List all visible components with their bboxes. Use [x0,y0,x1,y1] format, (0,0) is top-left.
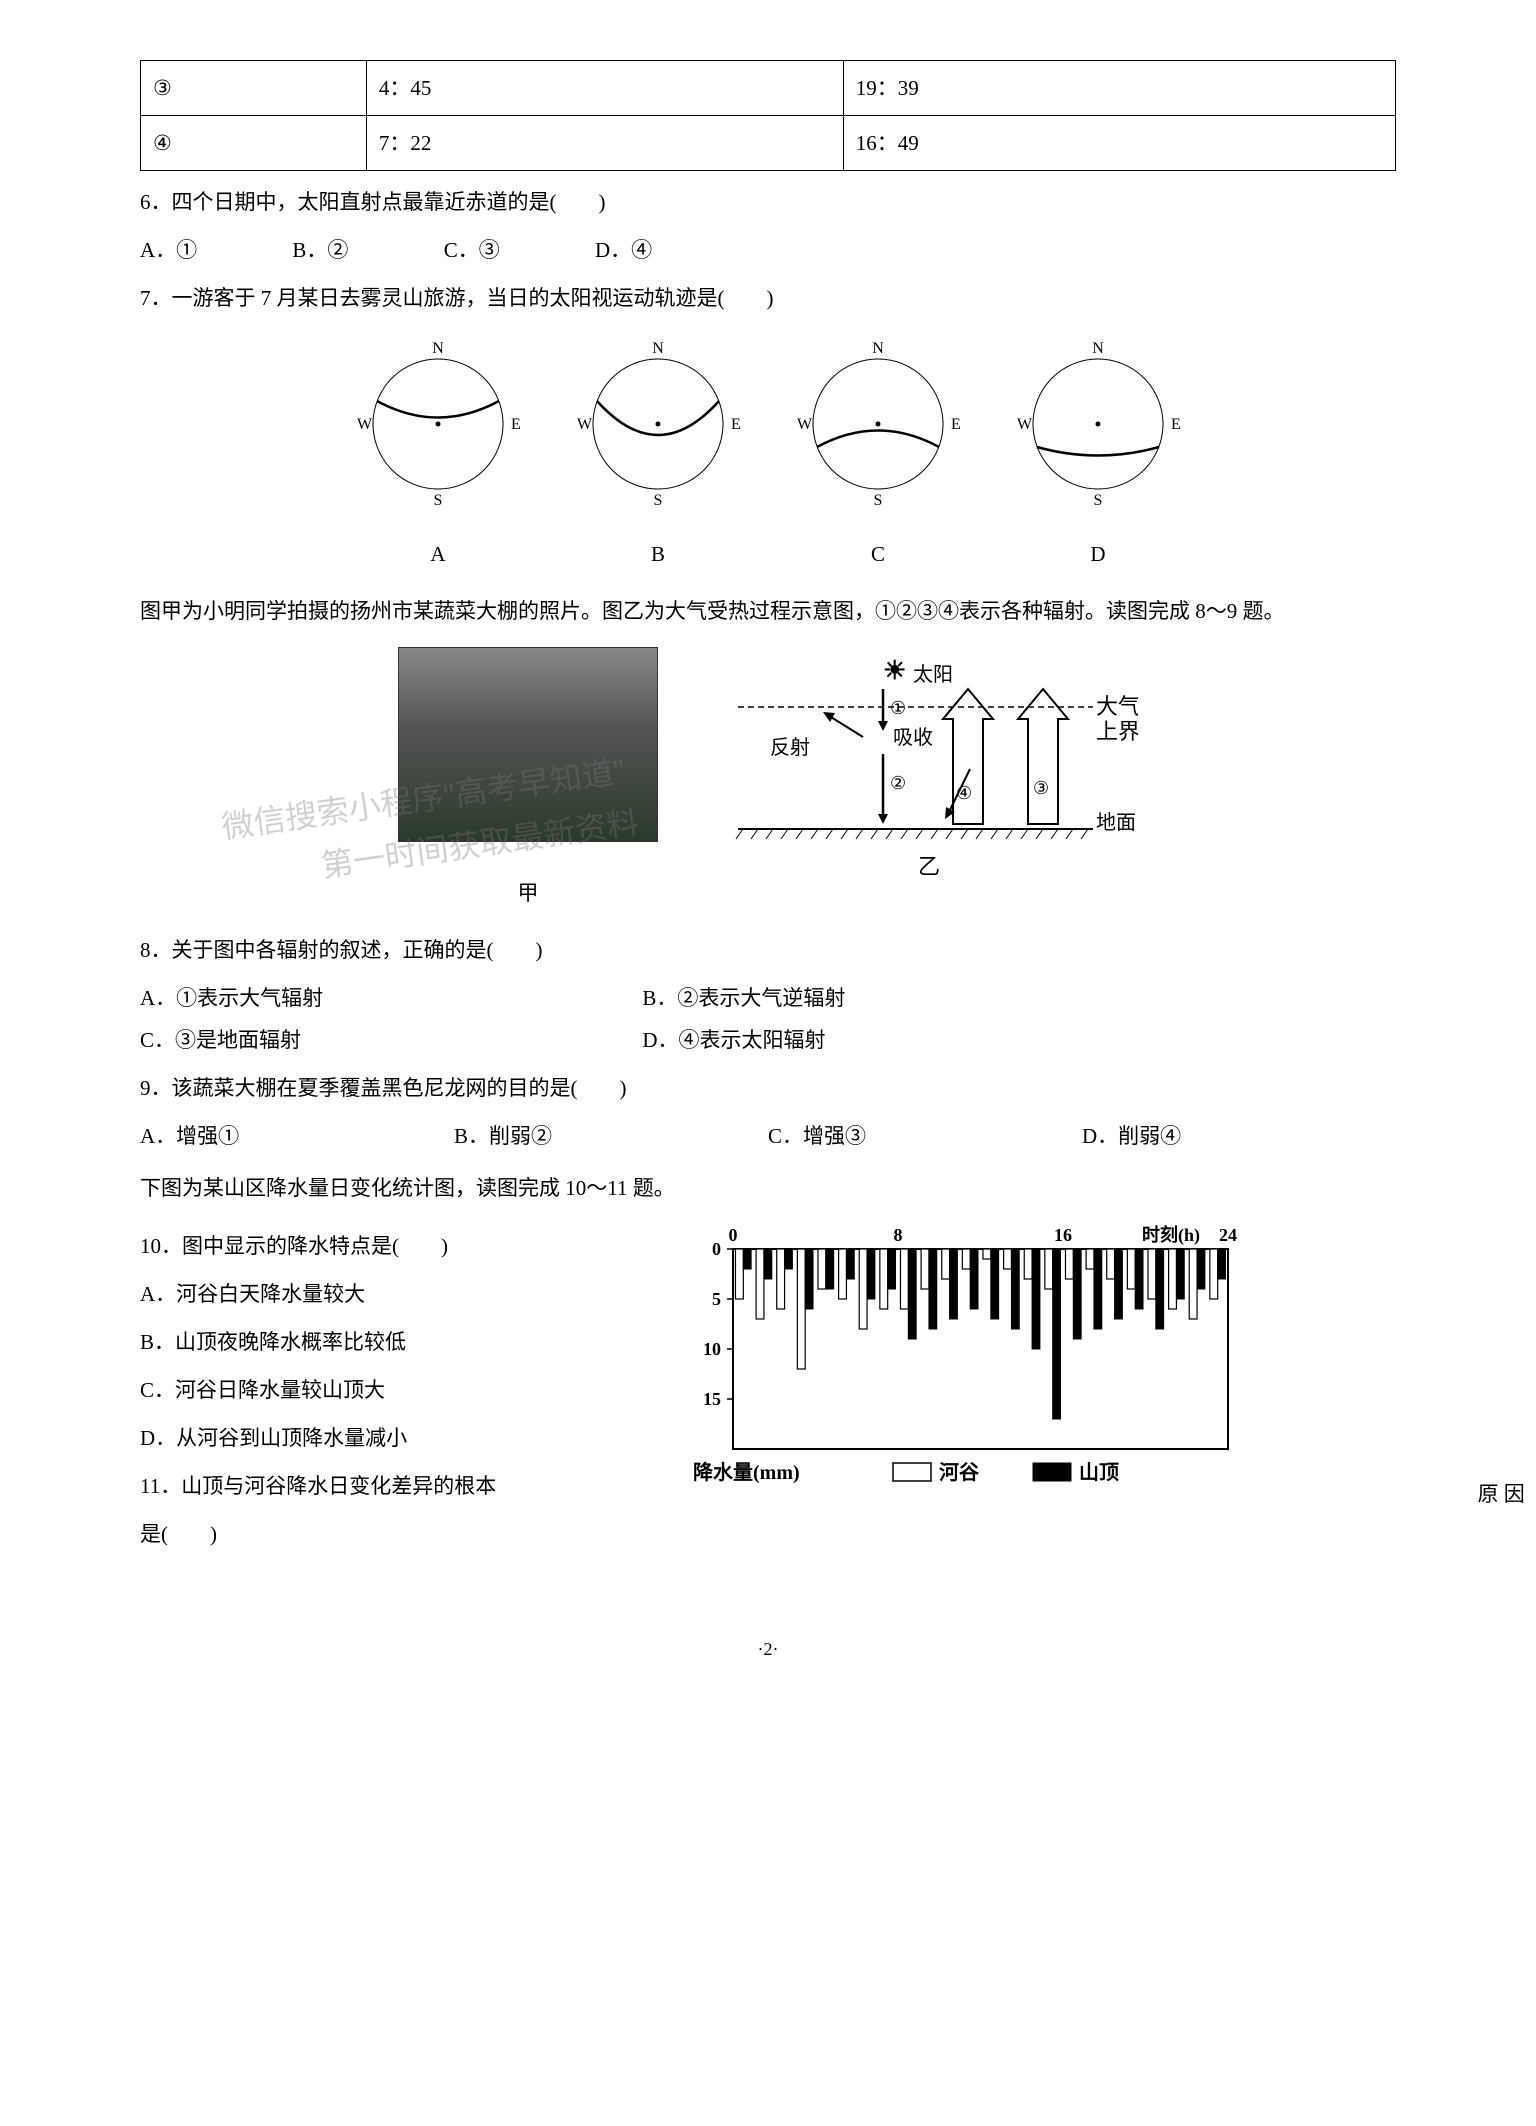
question-11: 11．山顶与河谷降水日变化差异的根本 [140,1465,496,1507]
svg-text:③: ③ [1033,778,1049,798]
svg-text:吸收: 吸收 [893,726,933,749]
svg-text:②: ② [890,773,906,793]
svg-text:S: S [874,492,883,509]
sun-path-icon: N S E W [573,339,743,519]
precip-chart: 0 5 10 15 0 8 16 24 时刻(h) 降水量(mm) 河谷 山顶 [678,1219,1238,1523]
option-a: A．① [140,229,197,271]
question-7: 7．一游客于 7 月某日去雾灵山旅游，当日的太阳视运动轨迹是( ) [140,277,1396,319]
svg-text:5: 5 [712,1289,721,1309]
question-6: 6．四个日期中，太阳直射点最靠近赤道的是( ) [140,181,1396,223]
heat-process-diagram: ☀ 太阳 反射 吸收 大气 上界 地面 ① [718,659,1138,903]
svg-text:S: S [654,492,663,509]
cell: ③ [141,61,367,116]
svg-text:10: 10 [703,1339,721,1359]
table-row: ③ 4：45 19：39 [141,61,1396,116]
figure-row: 甲 ☀ 太阳 反射 吸收 大气 上界 地面 ① [140,647,1396,914]
greenhouse-photo: 甲 [398,647,658,914]
svg-text:大气: 大气 [1096,694,1138,719]
svg-text:地面: 地面 [1096,811,1136,834]
svg-text:E: E [951,416,961,433]
option-a: A．①表示大气辐射 [140,977,642,1019]
table-row: ④ 7：22 16：49 [141,116,1396,171]
diagram-label: C [793,533,963,575]
svg-text:河谷: 河谷 [939,1461,980,1484]
page-number: ·2· [140,1631,1396,1667]
option-b: B．山顶夜晚降水概率比较低 [140,1321,668,1363]
diagram-label: A [353,533,523,575]
q9-options: A．增强① B．削弱② C．增强③ D．削弱④ [140,1115,1396,1157]
option-a: A．河谷白天降水量较大 [140,1273,668,1315]
diagram-a: N S E W A [353,339,523,575]
svg-text:山顶: 山顶 [1079,1461,1119,1484]
svg-text:乙: 乙 [918,854,940,879]
svg-text:W: W [577,416,593,433]
cell: 16：49 [843,116,1395,171]
diagram-label: D [1013,533,1183,575]
question-8: 8．关于图中各辐射的叙述，正确的是( ) [140,929,1396,971]
svg-text:E: E [1171,416,1181,433]
svg-text:上界: 上界 [1096,719,1138,744]
svg-text:0: 0 [728,1225,737,1245]
svg-text:E: E [511,416,521,433]
svg-text:W: W [357,416,373,433]
option-d: D．从河谷到山顶降水量减小 [140,1417,668,1459]
sun-path-icon: N S E W [353,339,523,519]
option-a: A．增强① [140,1115,454,1157]
svg-text:W: W [797,416,813,433]
svg-text:8: 8 [893,1225,902,1245]
svg-text:N: N [1092,340,1104,357]
data-table: ③ 4：45 19：39 ④ 7：22 16：49 [140,60,1396,171]
sun-path-icon: N S E W [793,339,963,519]
svg-text:N: N [872,340,884,357]
context-paragraph-1: 图甲为小明同学拍摄的扬州市某蔬菜大棚的照片。图乙为大气受热过程示意图，①②③④表… [140,590,1396,632]
svg-text:W: W [1017,416,1033,433]
diagram-label: B [573,533,743,575]
svg-text:S: S [434,492,443,509]
svg-text:S: S [1094,492,1103,509]
svg-text:E: E [731,416,741,433]
q8-options: A．①表示大气辐射B．②表示大气逆辐射 C．③是地面辐射D．④表示太阳辐射 [140,977,1396,1061]
svg-text:N: N [432,340,444,357]
cell: 7：22 [366,116,843,171]
svg-text:☀: ☀ [883,659,906,685]
cell: 4：45 [366,61,843,116]
diagram-c: N S E W C [793,339,963,575]
option-c: C．③是地面辐射 [140,1019,642,1061]
q11-last: 是( ) [140,1513,668,1555]
option-b: B．② [292,229,348,271]
cell: ④ [141,116,367,171]
context-paragraph-2: 下图为某山区降水量日变化统计图，读图完成 10～11 题。 [140,1167,1396,1209]
cell: 19：39 [843,61,1395,116]
option-c: C．③ [444,229,500,271]
q11-tail: 原 因 [1238,1473,1525,1515]
svg-text:①: ① [890,698,906,718]
sun-path-diagrams: N S E W A N S E W B [140,339,1396,575]
svg-text:16: 16 [1054,1225,1072,1245]
option-d: D．削弱④ [1082,1115,1396,1157]
svg-text:太阳: 太阳 [913,663,953,686]
diagram-b: N S E W B [573,339,743,575]
svg-text:24: 24 [1219,1225,1237,1245]
svg-text:时刻(h): 时刻(h) [1142,1224,1200,1246]
question-9: 9．该蔬菜大棚在夏季覆盖黑色尼龙网的目的是( ) [140,1067,1396,1109]
option-b: B．②表示大气逆辐射 [642,977,845,1019]
option-d: D．④表示太阳辐射 [642,1019,825,1061]
svg-text:15: 15 [703,1389,721,1409]
svg-text:反射: 反射 [770,736,810,759]
diagram-d: N S E W D [1013,339,1183,575]
option-c: C．河谷日降水量较山顶大 [140,1369,668,1411]
q6-options: A．① B．② C．③ D．④ [140,229,1396,271]
svg-text:N: N [652,340,664,357]
option-d: D．④ [595,229,652,271]
question-10: 10．图中显示的降水特点是( ) [140,1225,668,1267]
caption-jia: 甲 [398,872,658,914]
svg-text:降水量(mm): 降水量(mm) [693,1460,800,1484]
option-c: C．增强③ [768,1115,1082,1157]
option-b: B．削弱② [454,1115,768,1157]
q10-q11-block: 10．图中显示的降水特点是( ) A．河谷白天降水量较大 B．山顶夜晚降水概率比… [140,1219,1396,1561]
sun-path-icon: N S E W [1013,339,1183,519]
svg-text:0: 0 [712,1239,721,1259]
